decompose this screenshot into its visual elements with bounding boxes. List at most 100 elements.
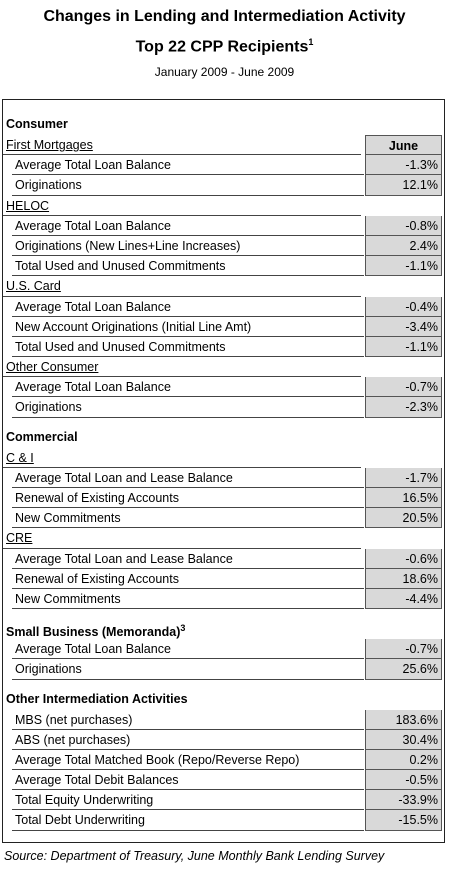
row-value: -15.5% [365, 810, 442, 831]
table-row: ABS (net purchases) 30.4% [3, 729, 444, 750]
table-row: Average Total Loan Balance -0.4% [3, 296, 444, 317]
group-rule [3, 295, 361, 297]
table-row: Average Total Loan Balance -1.3% [3, 155, 444, 176]
group-rule [3, 154, 361, 156]
row-value: -2.3% [365, 397, 442, 418]
row-label: Average Total Loan Balance [15, 380, 171, 395]
section-title: Consumer [3, 114, 444, 135]
table-row: MBS (net purchases) 183.6% [3, 709, 444, 730]
row-label: Average Total Loan Balance [15, 158, 171, 173]
table-row: Total Used and Unused Commitments -1.1% [3, 256, 444, 277]
row-rule [12, 658, 364, 660]
group-name: C & I [6, 450, 34, 465]
row-label: Average Total Loan Balance [15, 218, 171, 233]
row-value: -1.7% [365, 467, 442, 488]
row-label: New Account Originations (Initial Line A… [15, 319, 252, 334]
row-rule [12, 487, 364, 488]
row-label: Originations [15, 400, 82, 415]
row-rule [12, 234, 364, 236]
table-row: Originations 25.6% [3, 659, 444, 680]
footnote-mark: 3 [180, 623, 186, 634]
table-row: New Commitments 20.5% [3, 508, 444, 529]
table-row: Originations (New Lines+Line Increases) 2… [3, 235, 444, 257]
row-value: -0.7% [365, 639, 442, 660]
row-value: -3.4% [365, 316, 442, 337]
group-rule [3, 547, 361, 549]
table-row: Total Equity Underwriting -33.9% [3, 790, 444, 811]
group-header: First Mortgages June [3, 135, 444, 156]
group-rule [3, 376, 361, 378]
group-name: First Mortgages [6, 138, 93, 152]
source: Source: Department of Treasury, June Mon… [4, 849, 385, 863]
row-value: -4.4% [365, 588, 442, 610]
row-rule [12, 769, 364, 771]
table-row: Total Used and Unused Commitments -1.1% [3, 336, 444, 358]
table-row: Average Total Loan Balance -0.7% [3, 377, 444, 398]
group-header: C & I [3, 448, 444, 468]
row-rule [12, 809, 364, 811]
row-label: Total Used and Unused Commitments [15, 259, 226, 274]
title: Changes in Lending and Intermediation Ac… [43, 8, 406, 25]
table-row: Average Total Loan and Lease Balance -1.7… [3, 467, 444, 488]
row-value: -0.7% [365, 377, 442, 398]
row-value: -0.8% [365, 215, 442, 236]
row-label: Total Equity Underwriting [15, 793, 154, 808]
period: January 2009 - June 2009 [154, 65, 295, 79]
row-value: 12.1% [365, 175, 442, 196]
row-value: -1.1% [365, 256, 442, 277]
row-rule [12, 194, 364, 196]
group-name: CRE [6, 531, 33, 546]
row-value: 2.4% [365, 235, 442, 257]
row-value: 183.6% [365, 709, 442, 730]
table-row: Average Total Loan Balance -0.7% [3, 639, 444, 660]
row-rule [12, 567, 364, 569]
row-rule [12, 356, 364, 358]
section-title: Small Business (Memoranda)3 [3, 618, 444, 639]
section-title: Other Intermediation Activities [3, 689, 444, 710]
row-label: Total Debt Underwriting [15, 813, 145, 828]
section-title-text: Consumer [6, 117, 68, 131]
row-value: -0.5% [365, 770, 442, 791]
row-value: -33.9% [365, 790, 442, 811]
row-label: Originations [15, 662, 82, 677]
table-row: Average Total Loan and Lease Balance -0.6… [3, 548, 444, 569]
row-label: New Commitments [15, 511, 121, 526]
row-label: Average Total Debit Balances [15, 773, 179, 788]
table-row: New Commitments -4.4% [3, 588, 444, 610]
row-label: Renewal of Existing Accounts [15, 571, 179, 586]
row-value: 20.5% [365, 508, 442, 529]
row-label: Originations (New Lines+Line Increases) [15, 238, 241, 253]
row-rule [12, 335, 364, 337]
group-name: Other Consumer [6, 360, 99, 375]
table-row: Renewal of Existing Accounts 16.5% [3, 488, 444, 509]
row-label: MBS (net purchases) [15, 712, 133, 727]
group-name: HELOC [6, 198, 50, 213]
row-rule [12, 174, 364, 176]
subtitle-text: Top 22 CPP Recipients [135, 38, 309, 56]
row-rule [12, 396, 364, 398]
table: Consumer First Mortgages June Average Total… [2, 99, 445, 843]
group-header: HELOC [3, 196, 444, 216]
row-rule [12, 275, 364, 277]
column-header: June [365, 135, 442, 156]
subtitle: Top 22 CPP Recipients1 [0, 37, 449, 56]
row-value: -1.1% [365, 336, 442, 358]
row-label: Average Total Matched Book (Repo/Reverse… [15, 752, 300, 767]
group-header: Other Consumer [3, 357, 444, 378]
row-rule [12, 587, 364, 589]
row-label: Average Total Loan and Lease Balance [15, 470, 233, 485]
row-value: 25.6% [365, 659, 442, 680]
row-value: 18.6% [365, 568, 442, 589]
row-label: Average Total Loan Balance [15, 642, 171, 657]
row-rule [12, 416, 364, 418]
row-value: -0.4% [365, 296, 442, 317]
row-label: Average Total Loan and Lease Balance [15, 551, 233, 566]
table-row: New Account Originations (Initial Line A… [3, 316, 444, 337]
group-name: U.S. Card [6, 279, 61, 294]
group-rule [3, 214, 361, 216]
row-label: New Commitments [15, 591, 121, 606]
row-label: ABS (net purchases) [15, 732, 131, 747]
group-rule [3, 466, 361, 468]
table-row: Average Total Matched Book (Repo/Reverse… [3, 749, 444, 771]
